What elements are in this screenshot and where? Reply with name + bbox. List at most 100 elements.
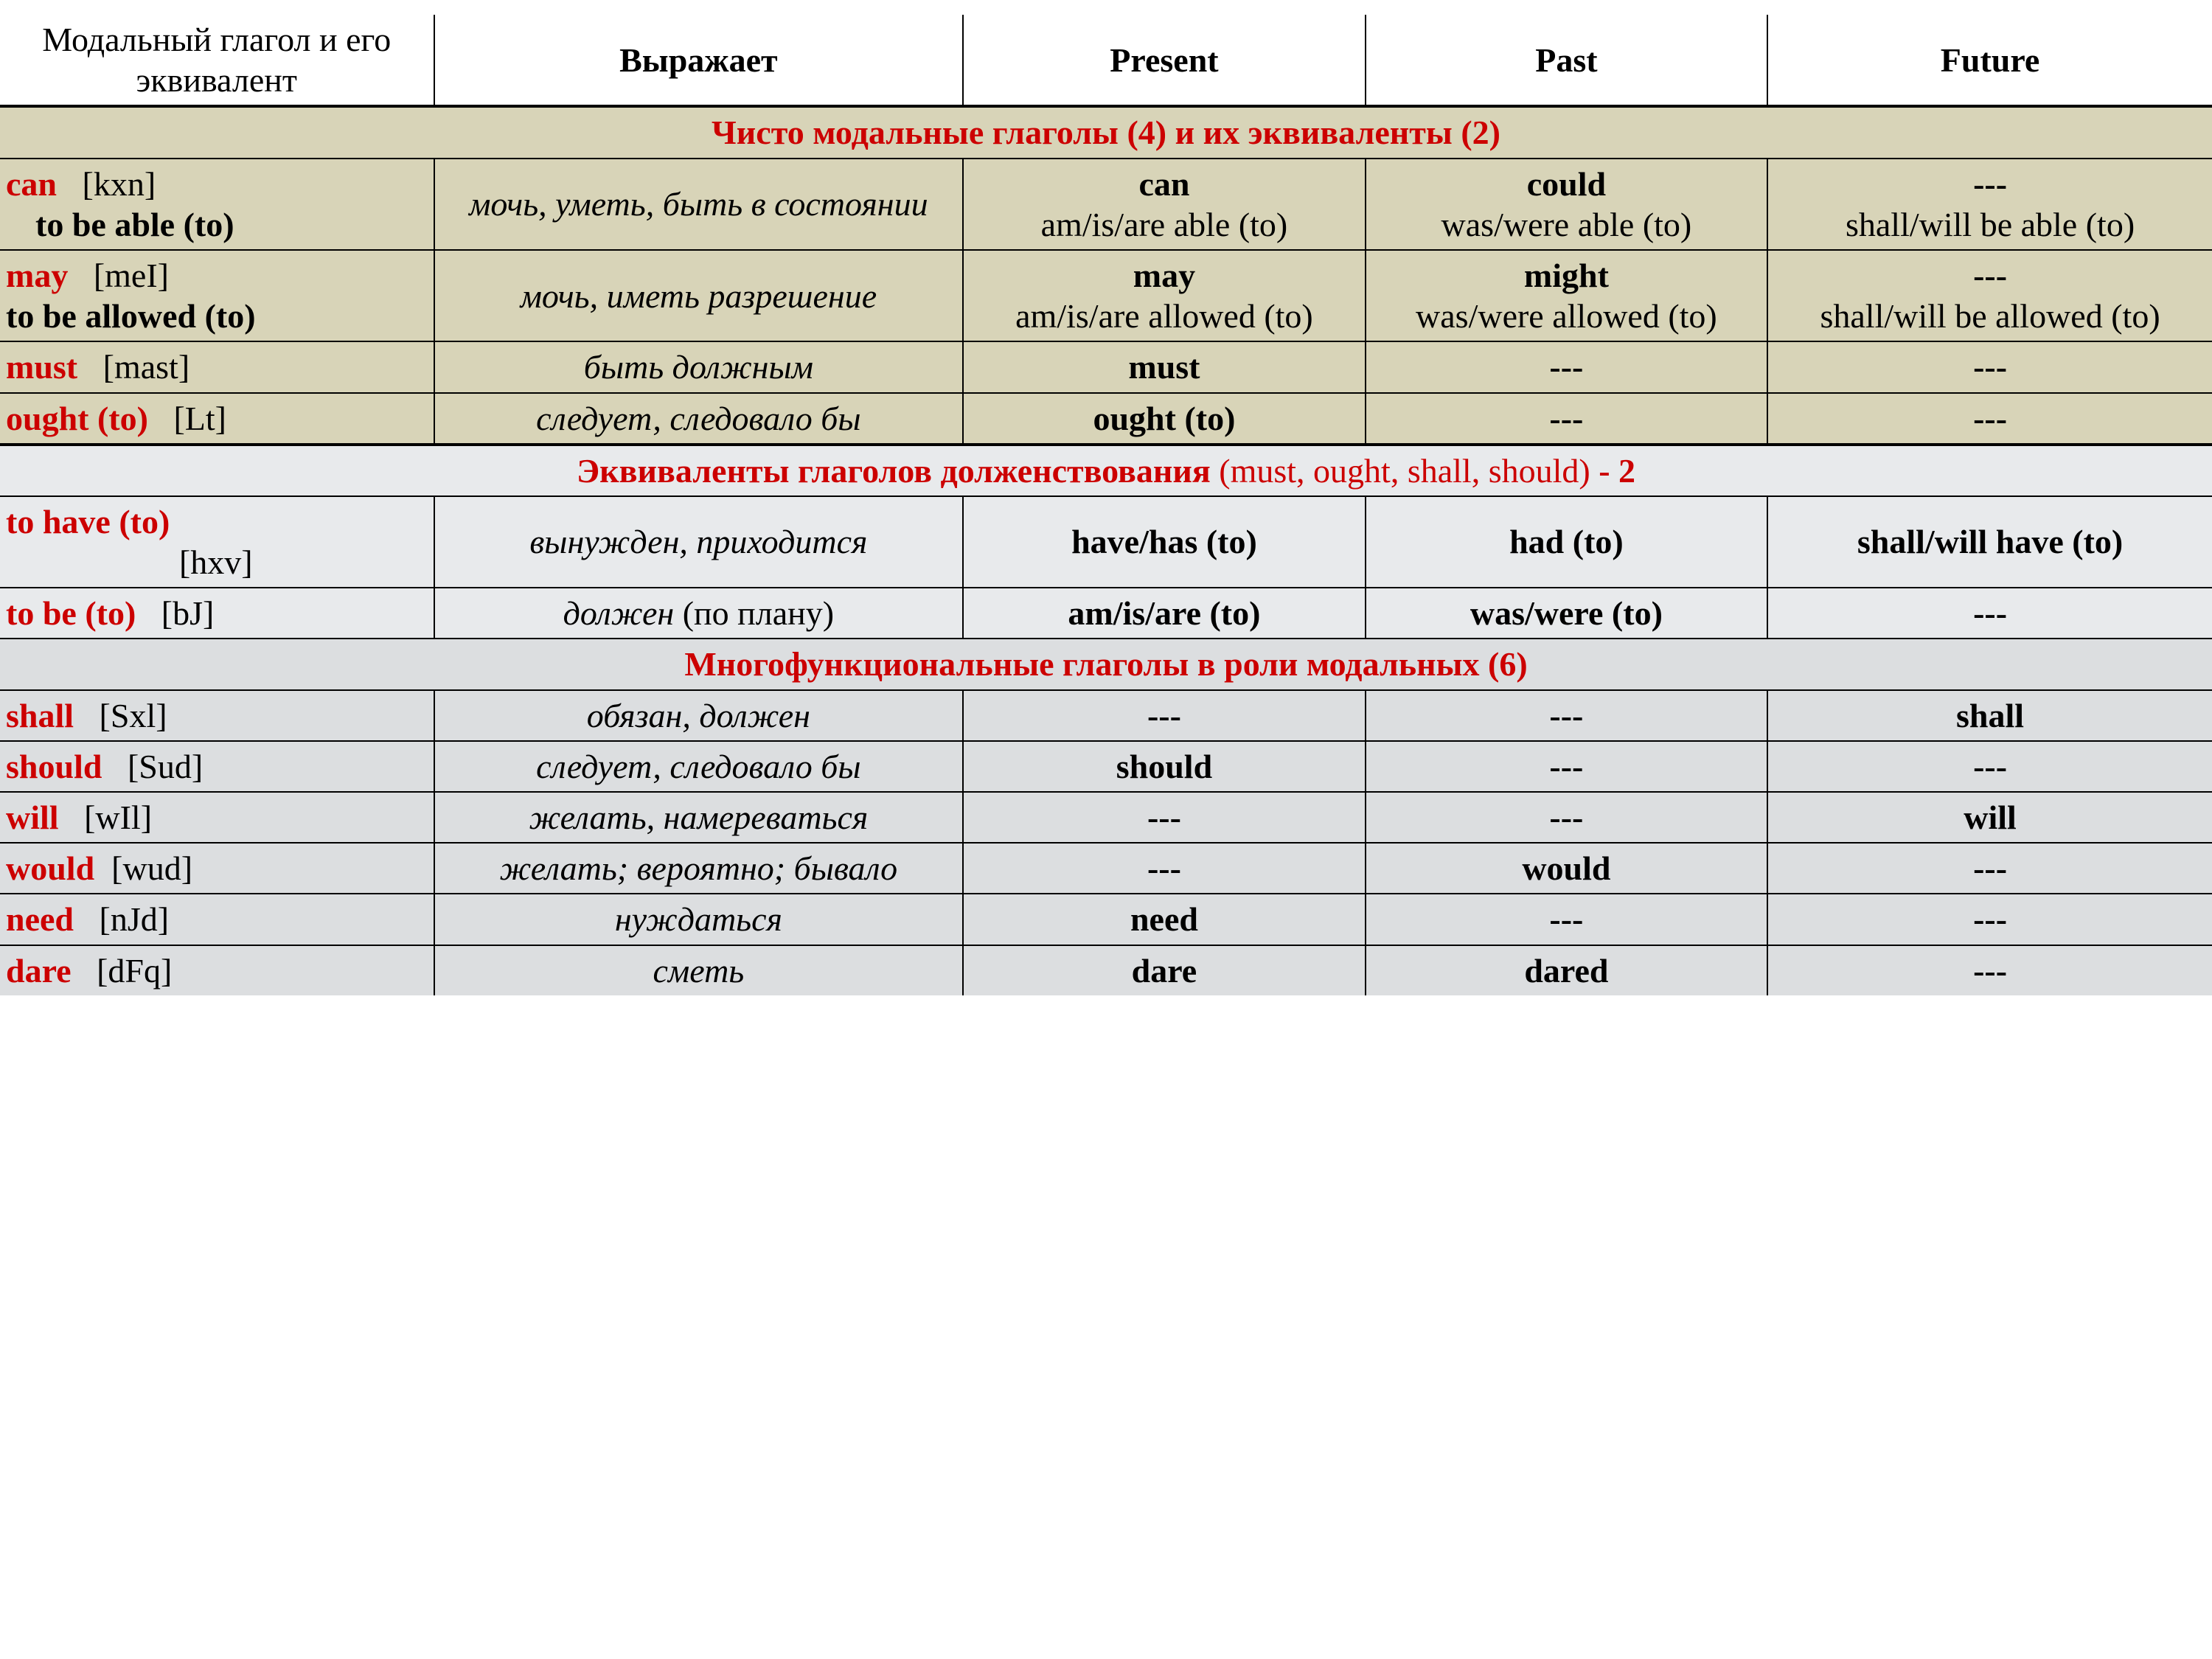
past-cell: --- bbox=[1366, 393, 1767, 445]
present-bold: ought (to) bbox=[1093, 400, 1235, 437]
future-value: shall bbox=[1956, 697, 2024, 734]
section2-header-row: Эквиваленты глаголов долженствования (mu… bbox=[0, 445, 2212, 496]
present-cell: ought (to) bbox=[963, 393, 1365, 445]
verb-ipa: [dFq] bbox=[97, 952, 172, 990]
past-value: was/were (to) bbox=[1470, 594, 1663, 632]
past-value: --- bbox=[1549, 748, 1583, 785]
past-cell: dared bbox=[1366, 945, 1767, 995]
past-cell: could was/were able (to) bbox=[1366, 159, 1767, 250]
table-row: need [nJd] нуждаться need --- --- bbox=[0, 894, 2212, 945]
verb-ipa: [Sud] bbox=[128, 748, 203, 785]
future-value: shall/will have (to) bbox=[1857, 523, 2123, 560]
past-cell: --- bbox=[1366, 741, 1767, 792]
future-cell: --- bbox=[1767, 393, 2212, 445]
table-header-row: Модальный глагол и его эквивалент Выража… bbox=[0, 15, 2212, 106]
verb-name: may bbox=[6, 257, 68, 294]
section2-title-bold: Эквиваленты глаголов долженствования bbox=[577, 452, 1211, 490]
present-cell: can am/is/are able (to) bbox=[963, 159, 1365, 250]
verb-name: will bbox=[6, 799, 59, 836]
future-value: --- bbox=[1973, 748, 2007, 785]
present-cell: must bbox=[963, 341, 1365, 392]
present-bold: must bbox=[1128, 348, 1200, 386]
present-rest: am/is/are able (to) bbox=[1041, 206, 1288, 243]
verb-cell: should [Sud] bbox=[0, 741, 434, 792]
future-bold: --- bbox=[1973, 165, 2007, 203]
expr-plain: (по плану) bbox=[674, 594, 834, 632]
past-rest: was/were able (to) bbox=[1441, 206, 1692, 243]
present-cell: --- bbox=[963, 792, 1365, 843]
future-bold: --- bbox=[1973, 257, 2007, 294]
expresses-cell: сметь bbox=[434, 945, 964, 995]
verb-name: ought (to) bbox=[6, 400, 148, 437]
col-header-present: Present bbox=[963, 15, 1365, 106]
future-rest: shall/will be able (to) bbox=[1846, 206, 2135, 243]
present-bold: may bbox=[1133, 257, 1195, 294]
verb-ipa: [mast] bbox=[103, 348, 190, 386]
verb-ipa: [Lt] bbox=[173, 400, 226, 437]
expresses-cell: должен (по плану) bbox=[434, 588, 964, 639]
page: Модальный глагол и его эквивалент Выража… bbox=[0, 0, 2212, 995]
verb-name: to have (to) bbox=[6, 503, 170, 540]
expresses-cell: желать; вероятно; бывало bbox=[434, 843, 964, 894]
table-row: should [Sud] следует, следовало бы shoul… bbox=[0, 741, 2212, 792]
table-row: ought (to) [Lt] следует, следовало бы ou… bbox=[0, 393, 2212, 445]
present-value: need bbox=[1130, 900, 1198, 938]
future-cell: --- bbox=[1767, 843, 2212, 894]
past-value: --- bbox=[1549, 799, 1583, 836]
future-cell: --- bbox=[1767, 341, 2212, 392]
past-bold: --- bbox=[1549, 348, 1583, 386]
past-cell: might was/were allowed (to) bbox=[1366, 250, 1767, 341]
section2-title-normal: (must, ought, shall, should) bbox=[1211, 452, 1599, 490]
expresses-cell: быть должным bbox=[434, 341, 964, 392]
verb-ipa: [meI] bbox=[94, 257, 169, 294]
col-header-verb: Модальный глагол и его эквивалент bbox=[0, 15, 434, 106]
verb-name: need bbox=[6, 900, 74, 938]
future-cell: --- bbox=[1767, 588, 2212, 639]
present-value: should bbox=[1116, 748, 1212, 785]
verb-ipa: [wIl] bbox=[84, 799, 152, 836]
verb-cell: to be (to) [bJ] bbox=[0, 588, 434, 639]
verb-cell: dare [dFq] bbox=[0, 945, 434, 995]
verb-name: to be (to) bbox=[6, 594, 136, 632]
past-cell: --- bbox=[1366, 341, 1767, 392]
present-value: am/is/are (to) bbox=[1068, 594, 1260, 632]
verb-cell: will [wIl] bbox=[0, 792, 434, 843]
future-cell: --- bbox=[1767, 741, 2212, 792]
expresses-cell: следует, следовало бы bbox=[434, 393, 964, 445]
past-cell: --- bbox=[1366, 792, 1767, 843]
table-row: can [kxn] to be able (to) мочь, уметь, б… bbox=[0, 159, 2212, 250]
present-rest: am/is/are allowed (to) bbox=[1015, 297, 1313, 335]
verb-ipa: [wud] bbox=[111, 849, 192, 887]
table-row: shall [Sxl] обязан, должен --- --- shall bbox=[0, 690, 2212, 741]
table-row: dare [dFq] сметь dare dared --- bbox=[0, 945, 2212, 995]
past-value: --- bbox=[1549, 900, 1583, 938]
past-cell: --- bbox=[1366, 690, 1767, 741]
future-bold: --- bbox=[1973, 348, 2007, 386]
verb-ipa: [kxn] bbox=[83, 165, 156, 203]
verb-name: must bbox=[6, 348, 77, 386]
verb-name: would bbox=[6, 849, 94, 887]
present-cell: need bbox=[963, 894, 1365, 945]
present-value: --- bbox=[1147, 799, 1181, 836]
verb-ipa: [Sxl] bbox=[100, 697, 167, 734]
future-cell: --- bbox=[1767, 945, 2212, 995]
verb-ipa: [nJd] bbox=[100, 900, 170, 938]
past-value: would bbox=[1522, 849, 1610, 887]
verb-cell: need [nJd] bbox=[0, 894, 434, 945]
table-row: will [wIl] желать, намереваться --- --- … bbox=[0, 792, 2212, 843]
section2-title-tail: - 2 bbox=[1599, 452, 1635, 490]
present-cell: should bbox=[963, 741, 1365, 792]
future-cell: shall bbox=[1767, 690, 2212, 741]
future-cell: --- shall/will be allowed (to) bbox=[1767, 250, 2212, 341]
section2-title: Эквиваленты глаголов долженствования (mu… bbox=[0, 445, 2212, 496]
expresses-cell: желать, намереваться bbox=[434, 792, 964, 843]
present-value: dare bbox=[1132, 952, 1197, 990]
table-row: to be (to) [bJ] должен (по плану) am/is/… bbox=[0, 588, 2212, 639]
verb-ipa: [bJ] bbox=[161, 594, 215, 632]
modal-verbs-table: Модальный глагол и его эквивалент Выража… bbox=[0, 15, 2212, 995]
present-value: --- bbox=[1147, 849, 1181, 887]
section1-title: Чисто модальные глаголы (4) и их эквивал… bbox=[0, 106, 2212, 158]
future-value: --- bbox=[1973, 849, 2007, 887]
future-value: --- bbox=[1973, 952, 2007, 990]
expr-italic: должен bbox=[563, 594, 675, 632]
